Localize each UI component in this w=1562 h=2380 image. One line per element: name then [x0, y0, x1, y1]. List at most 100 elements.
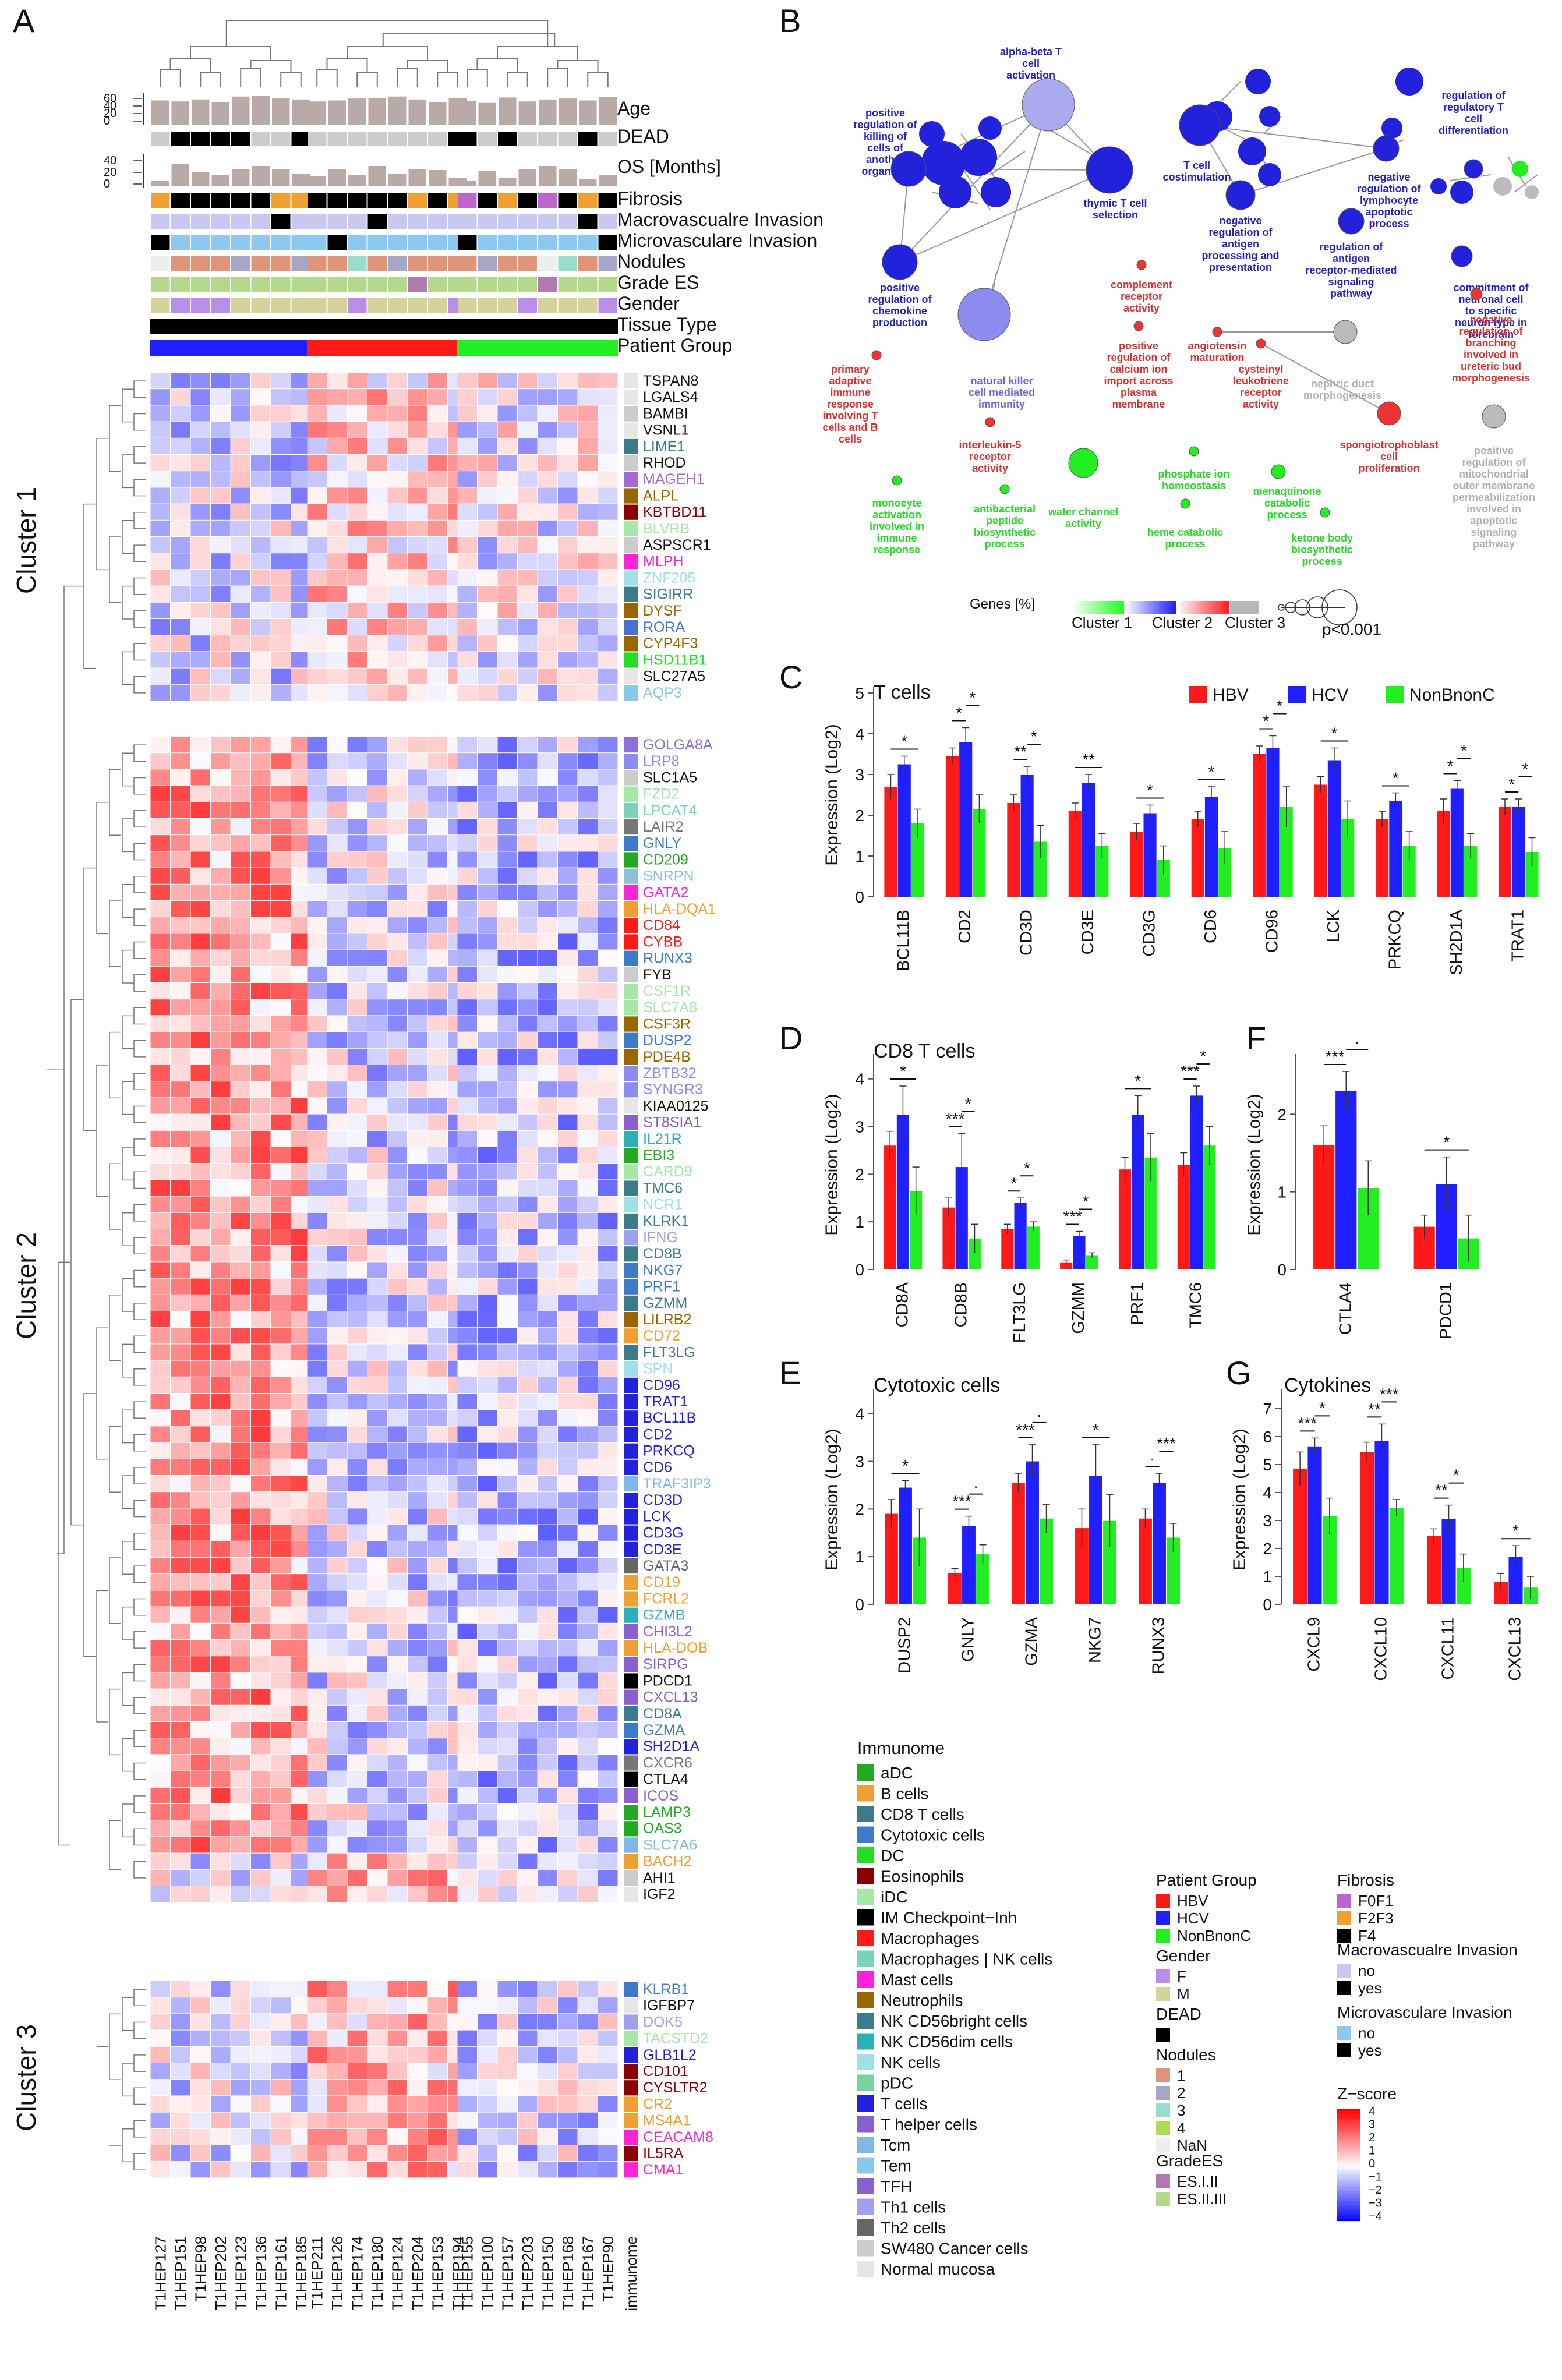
heatmap-cell: [408, 1476, 427, 1492]
zscore-tick: 0: [1369, 2158, 1375, 2170]
heatmap-cell: [347, 1130, 367, 1147]
heatmap-cell: [427, 1981, 447, 1997]
network-edge: [899, 104, 1049, 263]
heatmap-cell: [231, 1212, 250, 1229]
heatmap-cell: [251, 950, 271, 966]
heatmap-cell: [497, 1738, 517, 1755]
col-dendro-branch: [356, 72, 378, 87]
heatmap-cell: [211, 1394, 231, 1410]
heatmap-cell: [271, 2162, 291, 2178]
heatmap-cell: [578, 2145, 598, 2162]
heatmap-cell: [427, 2063, 447, 2080]
network-node-label: outer membrane: [1453, 480, 1535, 491]
immunome-swatch: [624, 1427, 638, 1442]
heatmap-cell: [150, 851, 170, 868]
heatmap-cell: [211, 537, 231, 553]
heatmap-cell: [231, 668, 250, 684]
heatmap-cell: [271, 1981, 291, 1997]
heatmap-cell: [538, 1771, 557, 1787]
heatmap-cell: [251, 1574, 271, 1590]
heatmap-cell: [271, 1196, 291, 1212]
immunome-swatch: [624, 685, 638, 701]
heatmap-cell: [408, 438, 427, 454]
dead-cell: [151, 132, 170, 146]
heatmap-cell: [327, 570, 347, 586]
chart-C-bar: [897, 764, 911, 897]
network-node: [1377, 401, 1401, 426]
heatmap-cell: [307, 1787, 327, 1803]
heatmap-cell: [367, 1098, 387, 1114]
immunome-legend-label: Cytotoxic cells: [881, 1826, 985, 1844]
os-bar: [192, 172, 210, 186]
heatmap-cell: [457, 1065, 477, 1081]
immunome-legend-title: Immunome: [857, 1739, 945, 1758]
macro-cell: [578, 214, 598, 229]
heatmap-cell: [427, 471, 447, 487]
heatmap-cell: [387, 1722, 407, 1738]
heatmap-cell: [190, 668, 210, 684]
heatmap-cell: [387, 1394, 407, 1410]
heatmap-cell: [598, 1837, 618, 1853]
heatmap-cell: [251, 2080, 271, 2096]
network-node-label: process: [1302, 556, 1342, 567]
heatmap-cell: [367, 1394, 387, 1410]
heatmap-cell: [327, 504, 347, 520]
heatmap-cell: [598, 1574, 618, 1590]
heatmap-cell: [598, 999, 618, 1016]
heatmap-cell: [307, 1886, 327, 1902]
age-bar: [408, 99, 426, 125]
heatmap-cell: [271, 1295, 291, 1311]
heatmap-cell: [478, 1853, 497, 1869]
heatmap-cell: [478, 1492, 497, 1508]
heatmap-cell: [387, 1032, 407, 1048]
genes-grad-blue: [1150, 601, 1151, 614]
heatmap-cell: [347, 884, 367, 900]
row-dendro-branch: [83, 867, 96, 1131]
heatmap-cell: [518, 1360, 538, 1377]
genes-grad-blue: [1146, 601, 1148, 614]
heatmap-cell: [150, 1130, 170, 1147]
heatmap-cell: [478, 2112, 497, 2128]
heatmap-cell: [231, 1130, 250, 1147]
heatmap-cell: [497, 1196, 517, 1212]
chart-C-xtick-label: CD3D: [1017, 910, 1036, 956]
zscore-gradient: [1337, 2180, 1360, 2182]
heatmap-cell: [427, 917, 447, 933]
genes-grad-green: [1115, 601, 1116, 614]
zscore-gradient: [1337, 2161, 1360, 2163]
heatmap-cell: [387, 1278, 407, 1295]
gender-cell: [327, 298, 347, 313]
heatmap-cell: [457, 504, 477, 520]
chart-D-sig-label: *: [1135, 1071, 1141, 1090]
row-dendro-branch: [133, 843, 146, 861]
macro-cell: [327, 214, 347, 229]
zscore-gradient: [1337, 2142, 1360, 2145]
network-node-label: interleukin-5: [959, 439, 1021, 451]
heatmap-cell: [171, 1508, 190, 1525]
heatmap-cell: [211, 1065, 231, 1081]
panel-letter-b: B: [779, 2, 801, 39]
heatmap-cell: [558, 1640, 578, 1656]
heatmap-cell: [427, 1656, 447, 1672]
sample-label: T1HEP150: [539, 2236, 556, 2310]
heatmap-cell: [457, 1607, 477, 1623]
heatmap-cell: [387, 487, 407, 504]
heatmap-cell: [497, 2128, 517, 2145]
heatmap-cell: [598, 1016, 618, 1032]
heatmap-cell: [251, 1048, 271, 1065]
heatmap-cell: [327, 819, 347, 835]
heatmap-cell: [150, 1048, 170, 1065]
heatmap-cell: [231, 1525, 250, 1541]
heatmap-cell: [427, 1114, 447, 1130]
heatmap-cell: [150, 619, 170, 635]
gene-label: ASPSCR1: [643, 537, 711, 553]
heatmap-cell: [558, 1837, 578, 1853]
heatmap-cell: [408, 1705, 427, 1721]
immunome-legend-swatch: [857, 2054, 874, 2070]
heatmap-cell: [558, 1656, 578, 1672]
micro-cell: [151, 235, 170, 250]
heatmap-cell: [271, 1377, 291, 1393]
heatmap-cell: [347, 1098, 367, 1114]
heatmap-cell: [171, 2030, 190, 2046]
heatmap-cell: [150, 868, 170, 884]
